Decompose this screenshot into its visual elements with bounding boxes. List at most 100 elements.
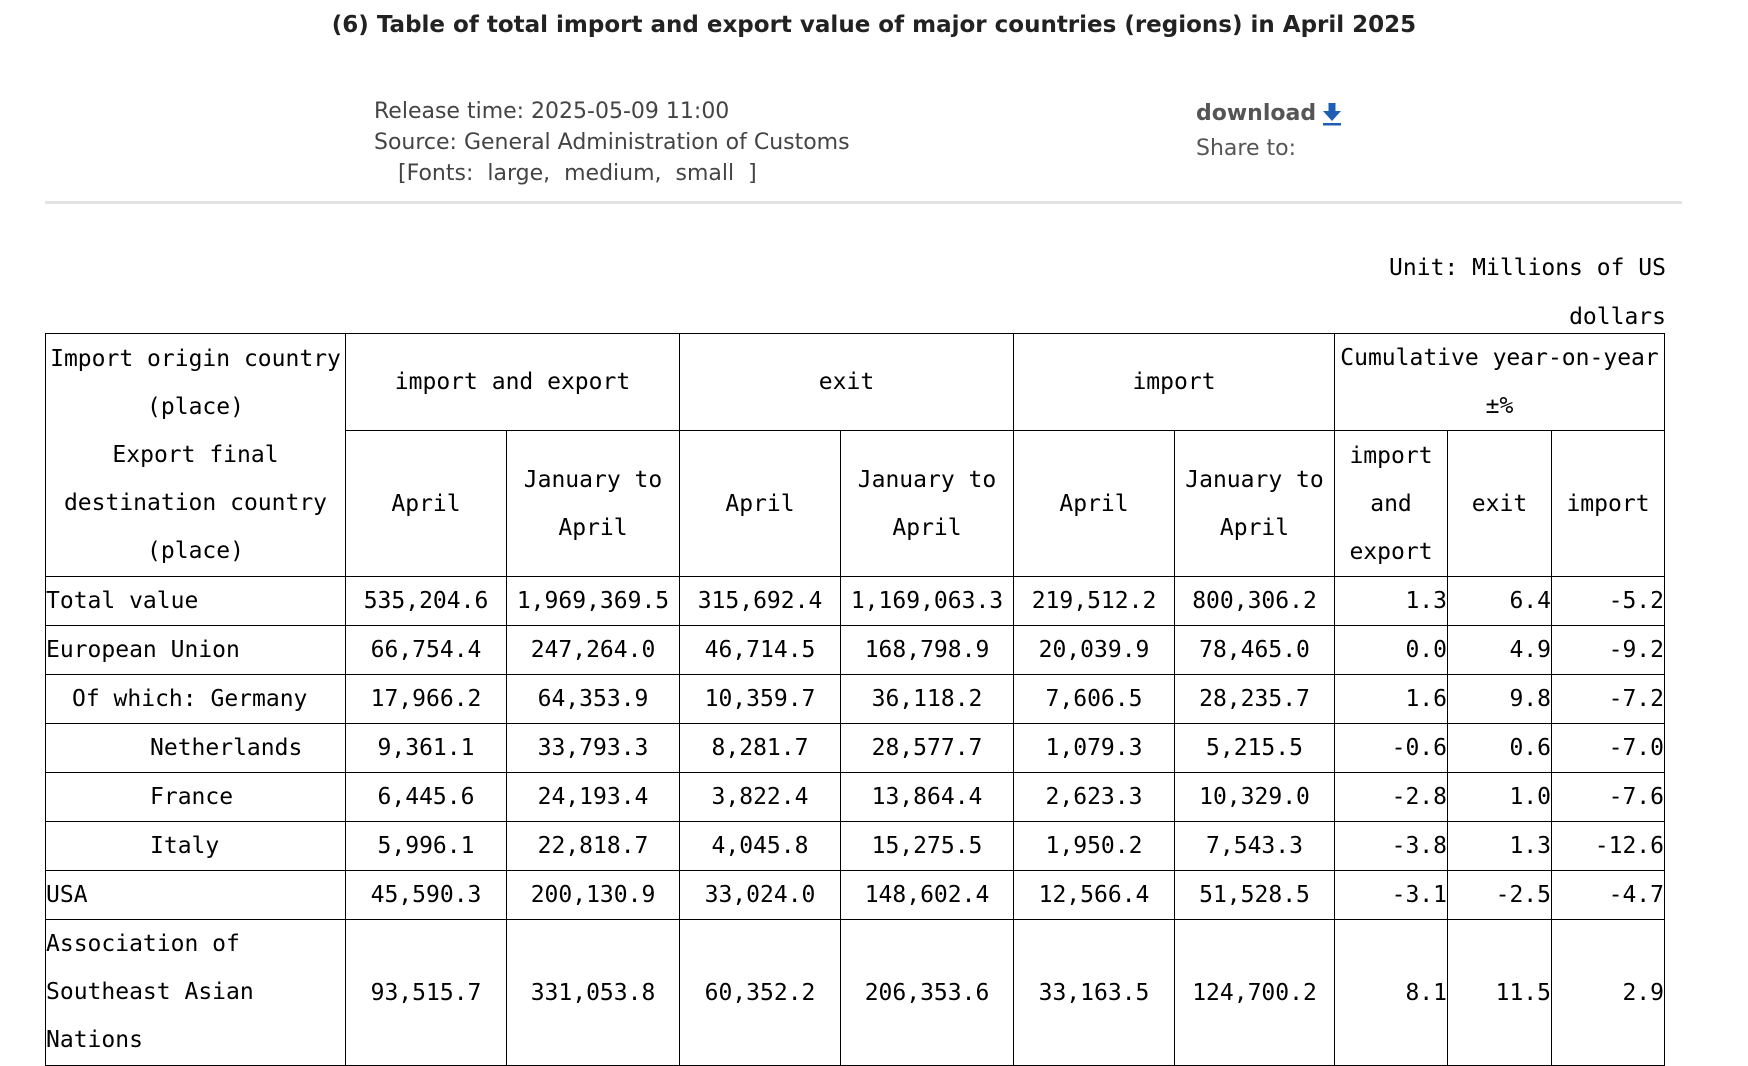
header-im-jan-apr-line-2: April xyxy=(1219,514,1290,541)
cell-cum-import: -4.7 xyxy=(1551,870,1665,920)
cell-cum-ie: 0.0 xyxy=(1334,625,1448,675)
article-actions: download Share to: xyxy=(1196,96,1342,166)
cell-ex-april: 3,822.4 xyxy=(679,772,841,822)
header-divider xyxy=(45,201,1682,204)
page-title: (6) Table of total import and export val… xyxy=(331,12,1417,38)
row-name: France xyxy=(45,772,346,822)
cell-ie-jan-apr: 64,353.9 xyxy=(506,674,680,724)
cell-ex-jan-apr: 15,275.5 xyxy=(840,821,1014,871)
download-arrow-icon xyxy=(1322,102,1342,126)
download-label: download xyxy=(1196,101,1317,126)
cell-cum-ie: -3.8 xyxy=(1334,821,1448,871)
cell-cum-import: -7.0 xyxy=(1551,723,1665,773)
cell-ie-april: 9,361.1 xyxy=(345,723,507,773)
source-text: Source: General Administration of Custom… xyxy=(374,130,850,155)
trade-table: Import origin country (place) Export fin… xyxy=(45,333,1665,1066)
cell-cum-ie: 1.3 xyxy=(1334,576,1448,626)
cell-im-april: 12,566.4 xyxy=(1013,870,1175,920)
cell-ie-jan-apr: 33,793.3 xyxy=(506,723,680,773)
header-cum-ie-line-2: and xyxy=(1370,490,1412,517)
unit-line-1: Unit: Millions of US xyxy=(1389,255,1666,281)
cell-cum-import: -7.6 xyxy=(1551,772,1665,822)
row-name: USA xyxy=(45,870,346,920)
cell-ex-jan-apr: 168,798.9 xyxy=(840,625,1014,675)
cell-im-april: 7,606.5 xyxy=(1013,674,1175,724)
header-cumulative-line-2: ±% xyxy=(1485,393,1514,419)
header-im-april: April xyxy=(1013,430,1175,577)
cell-ie-jan-apr: 1,969,369.5 xyxy=(506,576,680,626)
table-row: European Union 66,754.4 247,264.0 46,714… xyxy=(45,625,1665,675)
cell-cum-exit: 1.3 xyxy=(1447,821,1552,871)
row-name-line-3: Nations xyxy=(46,1027,143,1053)
header-import: import xyxy=(1013,333,1335,431)
unit-line-2: dollars xyxy=(1569,304,1666,330)
font-small-link[interactable]: small xyxy=(675,161,735,186)
header-dest-line-1: Export final xyxy=(112,442,279,468)
cell-im-april: 2,623.3 xyxy=(1013,772,1175,822)
cell-ex-jan-apr: 13,864.4 xyxy=(840,772,1014,822)
cell-ex-jan-apr: 28,577.7 xyxy=(840,723,1014,773)
row-name-line-2: Southeast Asian xyxy=(46,979,254,1005)
header-im-jan-apr-line-1: January to xyxy=(1185,466,1324,493)
cell-ex-april: 315,692.4 xyxy=(679,576,841,626)
header-dest-line-2: destination country xyxy=(63,490,328,516)
cell-cum-exit: 4.9 xyxy=(1447,625,1552,675)
cell-im-jan-apr: 124,700.2 xyxy=(1174,919,1335,1066)
cell-cum-import: -12.6 xyxy=(1551,821,1665,871)
cell-ie-jan-apr: 22,818.7 xyxy=(506,821,680,871)
font-medium-link[interactable]: medium, xyxy=(564,161,662,186)
header-import-export: import and export xyxy=(345,333,680,431)
header-row-2: April January to April April January to Ap… xyxy=(46,430,1665,577)
row-name: Total value xyxy=(45,576,346,626)
cell-im-april: 33,163.5 xyxy=(1013,919,1175,1066)
cell-im-jan-apr: 78,465.0 xyxy=(1174,625,1335,675)
cell-ie-april: 93,515.7 xyxy=(345,919,507,1066)
cell-ie-april: 6,445.6 xyxy=(345,772,507,822)
cell-ex-april: 33,024.0 xyxy=(679,870,841,920)
header-exit: exit xyxy=(679,333,1014,431)
table-row: Association of Southeast Asian Nations 9… xyxy=(45,919,1665,1066)
header-ex-april: April xyxy=(679,430,841,577)
table-row: USA 45,590.3 200,130.9 33,024.0 148,602.… xyxy=(45,870,1665,920)
row-name: Association of Southeast Asian Nations xyxy=(45,919,346,1066)
row-name: Italy xyxy=(45,821,346,871)
row-name: Netherlands xyxy=(45,723,346,773)
header-ie-jan-apr-line-1: January to xyxy=(523,466,663,493)
table-row: Italy 5,996.1 22,818.7 4,045.8 15,275.5 … xyxy=(45,821,1665,871)
cell-cum-ie: 1.6 xyxy=(1334,674,1448,724)
header-ex-jan-apr-line-1: January to xyxy=(857,466,997,493)
cell-ex-april: 8,281.7 xyxy=(679,723,841,773)
header-cum-ie-line-1: import xyxy=(1349,442,1433,469)
cell-ex-jan-apr: 206,353.6 xyxy=(840,919,1014,1066)
release-time: Release time: 2025-05-09 11:00 xyxy=(374,99,730,124)
header-cum-ie-line-3: export xyxy=(1349,538,1433,565)
cell-cum-exit: -2.5 xyxy=(1447,870,1552,920)
header-cum-ie: import and export xyxy=(1334,430,1448,577)
table-row: France 6,445.6 24,193.4 3,822.4 13,864.4… xyxy=(45,772,1665,822)
cell-cum-exit: 0.6 xyxy=(1447,723,1552,773)
cell-ie-jan-apr: 247,264.0 xyxy=(506,625,680,675)
cell-ie-jan-apr: 331,053.8 xyxy=(506,919,680,1066)
cell-im-jan-apr: 28,235.7 xyxy=(1174,674,1335,724)
cell-ex-april: 4,045.8 xyxy=(679,821,841,871)
cell-ex-jan-apr: 148,602.4 xyxy=(840,870,1014,920)
cell-ex-april: 10,359.7 xyxy=(679,674,841,724)
row-name-line-1: Association of xyxy=(46,931,240,957)
cell-cum-import: -7.2 xyxy=(1551,674,1665,724)
table-row: Netherlands 9,361.1 33,793.3 8,281.7 28,… xyxy=(45,723,1665,773)
header-cum-exit: exit xyxy=(1447,430,1552,577)
cell-cum-ie: -0.6 xyxy=(1334,723,1448,773)
header-origin-line-1: Import origin country xyxy=(50,346,341,372)
cell-ie-april: 45,590.3 xyxy=(345,870,507,920)
cell-cum-exit: 6.4 xyxy=(1447,576,1552,626)
cell-cum-import: -5.2 xyxy=(1551,576,1665,626)
header-ie-jan-apr: January to April xyxy=(506,430,680,577)
download-button[interactable]: download xyxy=(1196,96,1342,131)
header-im-jan-apr: January to April xyxy=(1174,430,1335,577)
cell-im-april: 1,950.2 xyxy=(1013,821,1175,871)
cell-cum-ie: -2.8 xyxy=(1334,772,1448,822)
font-large-link[interactable]: large, xyxy=(487,161,551,186)
cell-ex-jan-apr: 1,169,063.3 xyxy=(840,576,1014,626)
cell-ie-april: 535,204.6 xyxy=(345,576,507,626)
cell-ie-april: 5,996.1 xyxy=(345,821,507,871)
